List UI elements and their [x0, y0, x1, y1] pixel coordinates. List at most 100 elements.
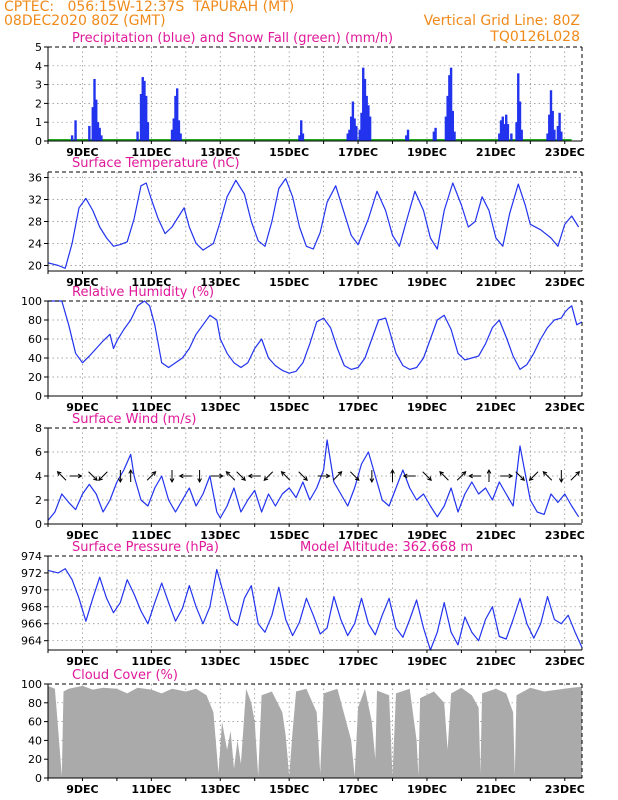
precip-bar	[93, 78, 96, 141]
wind-arrow	[88, 471, 98, 481]
y-tick-label: 972	[21, 567, 42, 580]
wind-arrow-head	[369, 478, 375, 484]
precip-bar	[362, 67, 365, 141]
precip-bar	[174, 95, 177, 141]
wind-arrow-head	[241, 476, 246, 481]
precip-bar	[549, 90, 553, 141]
y-tick-label: 32	[28, 194, 42, 207]
precip-bar	[100, 135, 103, 141]
precip-bar	[348, 129, 351, 141]
x-tick-label: 17DEC	[338, 401, 378, 414]
x-tick-label: 11DEC	[131, 783, 171, 796]
precip-bar	[355, 125, 358, 141]
precip-bar	[560, 131, 563, 141]
y-tick-label: 36	[28, 172, 42, 185]
wind-arrow-head	[542, 471, 548, 476]
wind-arrow-head	[263, 476, 269, 481]
precip-bar	[136, 131, 139, 141]
y-tick-label: 60	[28, 333, 42, 346]
precip-bar	[498, 133, 501, 141]
x-tick-label: 17DEC	[338, 783, 378, 796]
precip-bar	[499, 120, 503, 141]
y-tick-label: 8	[35, 422, 42, 435]
x-tick-label: 23DEC	[545, 401, 585, 414]
wind-arrow-head	[117, 478, 123, 484]
x-tick-label: 17DEC	[338, 529, 378, 542]
panel-title: Relative Humidity (%)	[72, 285, 214, 300]
wind-arrow	[350, 471, 360, 481]
wind-arrow-head	[461, 471, 467, 476]
x-tick-label: 21DEC	[476, 401, 516, 414]
precip-bar	[179, 133, 182, 141]
wind-arrow-head	[128, 468, 134, 474]
precip-bar	[95, 99, 98, 141]
wind-arrow	[146, 471, 156, 481]
wind-arrow	[236, 471, 246, 481]
wind-arrow	[439, 471, 449, 481]
y-tick-label: 20	[28, 371, 42, 384]
wind-arrow-head	[558, 478, 564, 484]
panel-title: Precipitation (blue) and Snow Fall (gree…	[72, 31, 393, 46]
x-tick-label: 11DEC	[131, 529, 171, 542]
panel-title: Cloud Cover (%)	[72, 668, 178, 683]
wind-arrow-head	[303, 476, 308, 481]
precip-bar	[518, 101, 522, 141]
x-tick-label: 23DEC	[545, 146, 585, 159]
wind-arrow-head	[390, 468, 395, 474]
x-tick-label: 9DEC	[66, 401, 98, 414]
y-tick-label: 974	[21, 550, 42, 563]
precip-bar	[553, 129, 556, 141]
y-tick-label: 6	[35, 446, 42, 459]
wind-arrow-head	[520, 476, 525, 481]
wind-arrow-head	[178, 473, 184, 479]
y-tick-label: 100	[21, 678, 42, 691]
precip-bar	[139, 94, 143, 141]
x-tick-label: 11DEC	[131, 146, 171, 159]
precip-bar	[353, 118, 356, 141]
precip-bar	[349, 116, 353, 141]
precip-bar	[170, 129, 174, 141]
x-tick-label: 11DEC	[131, 276, 171, 289]
precip-bar	[558, 112, 561, 141]
precip-bar	[506, 124, 510, 141]
x-tick-label: 21DEC	[476, 529, 516, 542]
precip-bar	[515, 122, 518, 141]
series-line	[47, 439, 580, 521]
precip-bar	[432, 131, 436, 141]
precip-bar	[301, 133, 305, 141]
wind-arrow-head	[508, 473, 514, 479]
wind-arrow-head	[402, 473, 408, 479]
wind-arrow	[298, 471, 308, 481]
x-tick-label: 21DEC	[476, 276, 516, 289]
x-tick-label: 15DEC	[269, 146, 309, 159]
series-line	[47, 568, 583, 651]
wind-arrow-head	[575, 471, 581, 476]
precip-bar	[501, 116, 504, 141]
y-tick-label: 80	[28, 697, 42, 710]
precip-bar	[446, 95, 449, 141]
wind-arrow	[263, 471, 274, 481]
series-line	[47, 178, 580, 269]
precip-bar	[88, 125, 91, 141]
wind-arrow-head	[225, 471, 231, 476]
precip-bar	[172, 118, 175, 141]
x-tick-label: 19DEC	[407, 655, 447, 668]
precip-bar	[365, 95, 368, 141]
wind-arrow-head	[197, 478, 202, 484]
x-tick-label: 17DEC	[338, 276, 378, 289]
y-tick-label: 964	[21, 635, 42, 648]
precip-bar	[546, 133, 549, 141]
x-tick-label: 15DEC	[269, 783, 309, 796]
x-tick-label: 15DEC	[269, 401, 309, 414]
y-tick-label: 1	[35, 116, 42, 129]
y-tick-label: 4	[35, 470, 42, 483]
precip-bar	[141, 77, 144, 141]
y-tick-label: 3	[35, 79, 42, 92]
x-tick-label: 13DEC	[200, 529, 240, 542]
x-tick-label: 23DEC	[545, 783, 585, 796]
wind-arrow-head	[486, 468, 492, 474]
x-tick-label: 19DEC	[407, 146, 447, 159]
wind-arrow-head	[337, 471, 343, 476]
x-tick-label: 21DEC	[476, 146, 516, 159]
x-tick-label: 9DEC	[66, 529, 98, 542]
